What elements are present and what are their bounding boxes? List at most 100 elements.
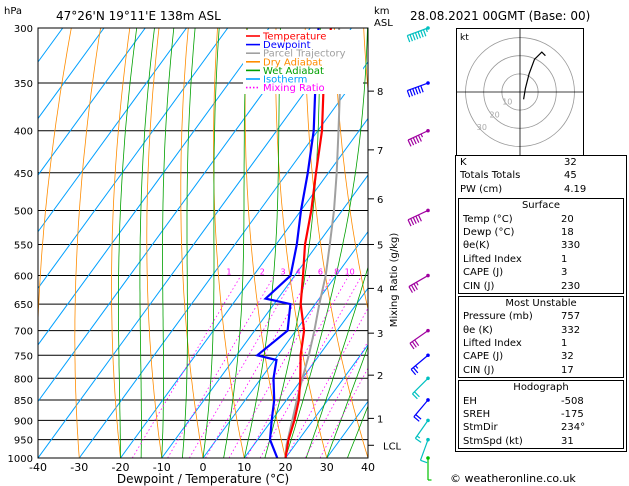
- wind-barb: [414, 418, 430, 443]
- mixing-ratio-line: [189, 275, 296, 458]
- legend-entry: Parcel Trajectory: [263, 49, 346, 60]
- wind-barb-staff: [410, 354, 429, 370]
- dry-adiabat-line: [74, 28, 101, 458]
- hodograph-kt-label: kt: [460, 33, 469, 43]
- hodograph-box: Hodograph EH -508 SREH -175 StmDir 234° StmSpd…: [458, 380, 624, 450]
- wind-barb-dot: [426, 328, 430, 333]
- hodograph-ring-label: 30: [477, 123, 487, 132]
- wind-barb-dot: [426, 398, 430, 402]
- temperature-line: [284, 28, 332, 458]
- index-row: K 32: [456, 156, 626, 169]
- hodograph-box-title: Hodograph: [513, 382, 569, 394]
- wind-barb-flag: [410, 284, 416, 292]
- hodograph-ring-label: 20: [489, 110, 499, 119]
- km-tick-label: 5: [377, 240, 383, 251]
- pressure-tick-label: 1000: [8, 454, 33, 465]
- isotherm-line: [38, 28, 187, 233]
- pressure-tick-label: 850: [14, 396, 33, 407]
- index-value: 230: [561, 280, 581, 292]
- mixing-ratio-line: [228, 275, 333, 458]
- index-value: 31: [561, 435, 574, 447]
- wind-barb: [412, 376, 430, 400]
- wind-barb-half-flag: [425, 28, 428, 33]
- dry-adiabat-line: [38, 28, 72, 458]
- wind-barb: [410, 353, 430, 376]
- wind-barb-flag: [417, 31, 422, 39]
- wind-barb-flag: [410, 218, 415, 226]
- wet-adiabat-line: [118, 28, 138, 458]
- index-label: K: [460, 157, 467, 168]
- dry-adiabat-line: [334, 28, 368, 311]
- mixing-ratio-label: 3: [280, 268, 285, 277]
- wind-barb: [406, 26, 430, 43]
- wind-barb-staff: [412, 377, 429, 395]
- mixing-ratio-line: [205, 275, 311, 458]
- pressure-tick-label: 650: [14, 300, 33, 311]
- mixing-ratio-label: 25: [401, 268, 411, 277]
- wind-barb-flag: [412, 137, 417, 145]
- wind-barb-staff: [407, 209, 429, 221]
- temperature-tick-label: 0: [200, 461, 207, 474]
- wet-adiabat-line: [161, 28, 175, 458]
- index-label: Dewp (°C): [463, 226, 515, 238]
- dry-adiabat-line: [213, 28, 245, 458]
- wet-adiabat-line: [326, 345, 368, 458]
- wind-barb-staff: [414, 420, 429, 439]
- wind-barb-flag: [417, 134, 422, 142]
- datetime-title: 28.08.2021 00GMT (Base: 00): [410, 9, 590, 23]
- pressure-tick-label: 900: [14, 416, 33, 427]
- surface-box: Surface Temp (°C) 20 Dewp (°C) 18 θe(K) 330 Li…: [458, 198, 624, 294]
- pressure-tick-label: 750: [14, 351, 33, 362]
- isotherm-line: [38, 28, 311, 403]
- index-value: -175: [561, 409, 584, 421]
- wind-barb-dot: [426, 437, 430, 442]
- index-row: Lifted Index 1: [459, 253, 623, 266]
- wind-barb-flag: [422, 29, 427, 37]
- isotherm-line: [243, 287, 368, 458]
- wind-barb-flag: [412, 217, 417, 224]
- wind-barb-flag: [407, 139, 412, 147]
- wind-barb-staff: [419, 439, 429, 461]
- wet-adiabat-line: [139, 28, 155, 458]
- legend-entry: Isotherm: [263, 75, 307, 86]
- wind-barb-dot: [426, 353, 430, 358]
- wind-barb-flag: [407, 219, 412, 227]
- location-title: 47°26'N 19°11'E 138m ASL: [56, 9, 221, 23]
- wind-barb-staff: [413, 399, 429, 418]
- dry-adiabat-line: [275, 28, 328, 458]
- legend-entry: Temperature: [262, 32, 326, 43]
- mixing-ratio-line: [259, 275, 363, 458]
- index-value: 757: [561, 311, 581, 323]
- index-row: θe (K) 332: [459, 324, 623, 337]
- wind-barb-dot: [426, 273, 430, 278]
- pressure-tick-label: 700: [14, 327, 33, 338]
- index-value: 1: [561, 338, 568, 350]
- index-value: 32: [564, 157, 577, 168]
- index-value: 20: [561, 213, 574, 225]
- wind-barb-half-flag: [420, 133, 424, 138]
- wind-barb-staff: [408, 275, 429, 288]
- index-label: EH: [463, 395, 477, 407]
- wind-barb-half-flag: [415, 365, 419, 369]
- dewpoint-line: [254, 28, 320, 458]
- wind-barb-flag: [412, 367, 419, 374]
- wind-barb-flag: [417, 214, 422, 222]
- legend-entry: Wet Adiabat: [263, 66, 324, 77]
- mixing-ratio-label: 10: [345, 268, 355, 277]
- wind-barb-flag: [415, 136, 420, 144]
- pressure-tick-label: 600: [14, 272, 33, 283]
- index-label: SREH: [463, 409, 491, 421]
- mixing-ratio-label: 4: [296, 268, 301, 277]
- isotherm-line: [38, 28, 229, 290]
- wind-barb: [419, 437, 430, 464]
- index-label: Pressure (mb): [463, 311, 533, 323]
- index-label: Lifted Index: [463, 253, 522, 265]
- wind-barb-half-flag: [416, 435, 421, 439]
- km-tick-label: 3: [377, 329, 383, 340]
- wind-barb-flag: [410, 369, 417, 376]
- legend-entry: Mixing Ratio: [263, 83, 325, 94]
- mixing-ratio-label: 15: [369, 268, 379, 277]
- index-row: StmSpd (kt) 31: [459, 435, 623, 448]
- plot-frame: [37, 27, 369, 459]
- wind-barb-flag: [414, 391, 420, 398]
